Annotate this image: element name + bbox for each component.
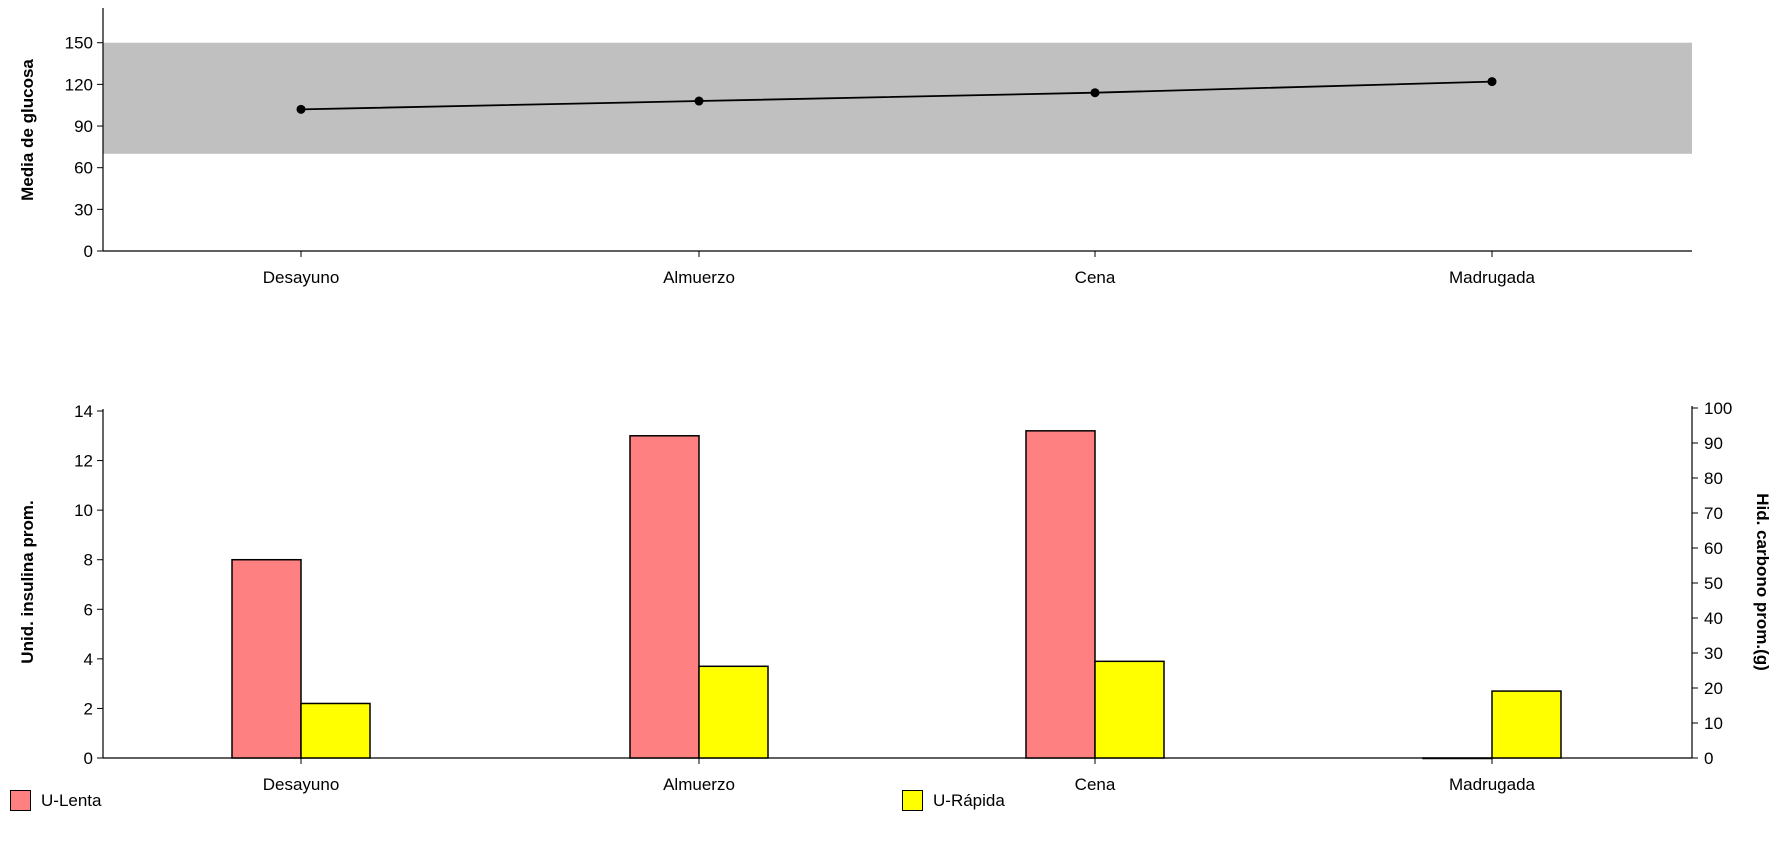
bar-u-rapida-madrugada <box>1491 690 1562 759</box>
bar-u-lenta-madrugada <box>1422 757 1493 760</box>
bar-u-rapida-cena <box>1094 660 1165 759</box>
x-tick-label-desayuno: Desayuno <box>263 775 340 794</box>
x-tick-label-madrugada: Madrugada <box>1449 775 1536 794</box>
y2-tick-label-60: 60 <box>1704 539 1723 558</box>
insulin-chart: 0 2 4 6 8 10 12 14 0 10 20 30 40 50 60 70 80 90 100 Desayun… <box>18 399 1772 794</box>
y-tick-label-0: 0 <box>84 749 93 768</box>
legend-label-u-lenta: U-Lenta <box>41 790 102 810</box>
legend-swatch-u-rapida <box>902 790 923 811</box>
bar-u-rapida-desayuno <box>300 702 371 759</box>
y2-tick-label-70: 70 <box>1704 504 1723 523</box>
y-tick-label-6: 6 <box>84 600 93 619</box>
bar-u-lenta-cena <box>1025 430 1096 759</box>
series-line <box>300 80 1493 111</box>
x-tick-label-desayuno: Desayuno <box>263 268 340 287</box>
data-point-almuerzo <box>694 96 704 106</box>
x-tick-label-cena: Cena <box>1075 268 1116 287</box>
y2-tick-label-90: 90 <box>1704 434 1723 453</box>
bar-u-lenta-almuerzo <box>629 435 700 759</box>
legend-label-u-rapida: U-Rápida <box>933 790 1005 810</box>
y2-tick-label-100: 100 <box>1704 399 1732 418</box>
y2-tick-label-10: 10 <box>1704 714 1723 733</box>
y-tick-label-10: 10 <box>74 501 93 520</box>
y-tick-label-4: 4 <box>84 650 93 669</box>
y-axis-title: Media de glucosa <box>18 59 37 201</box>
y-tick-label-30: 30 <box>74 200 93 219</box>
x-tick-label-almuerzo: Almuerzo <box>663 775 735 794</box>
y2-axis-title: Hid. carbono prom.(g) <box>1753 493 1772 671</box>
bar-u-rapida-almuerzo <box>698 665 769 759</box>
x-tick-label-almuerzo: Almuerzo <box>663 268 735 287</box>
y2-tick-label-20: 20 <box>1704 679 1723 698</box>
y2-tick-label-30: 30 <box>1704 644 1723 663</box>
y-tick-label-90: 90 <box>74 117 93 136</box>
bar-u-lenta-desayuno <box>231 558 302 759</box>
y2-tick-label-80: 80 <box>1704 469 1723 488</box>
y-tick-label-60: 60 <box>74 159 93 178</box>
data-point-cena <box>1090 88 1100 98</box>
x-tick-label-cena: Cena <box>1075 775 1116 794</box>
y-tick-label-12: 12 <box>74 452 93 471</box>
y-tick-label-2: 2 <box>84 699 93 718</box>
y-tick-label-8: 8 <box>84 551 93 570</box>
data-point-madrugada <box>1487 77 1497 87</box>
y-tick-label-0: 0 <box>84 242 93 261</box>
x-tick-label-madrugada: Madrugada <box>1449 268 1536 287</box>
y2-tick-label-40: 40 <box>1704 609 1723 628</box>
legend-item-u-rapida: U-Rápida <box>902 790 1005 811</box>
legend-swatch-u-lenta <box>10 790 31 811</box>
y-tick-label-14: 14 <box>74 402 93 421</box>
legend-item-u-lenta: U-Lenta <box>10 790 101 811</box>
y2-tick-label-0: 0 <box>1704 749 1713 768</box>
glucose-chart: 0 30 60 90 120 150 Desayuno Almuerzo Cena Madruga… <box>18 8 1692 287</box>
y2-tick-label-50: 50 <box>1704 574 1723 593</box>
y-tick-label-120: 120 <box>65 75 93 94</box>
legend: U-Lenta U-Rápida <box>10 790 1310 820</box>
data-point-desayuno <box>296 104 306 114</box>
y-tick-label-150: 150 <box>65 34 93 53</box>
y-axis-title: Unid. insulina prom. <box>18 500 37 663</box>
target-range-band <box>103 42 1692 154</box>
